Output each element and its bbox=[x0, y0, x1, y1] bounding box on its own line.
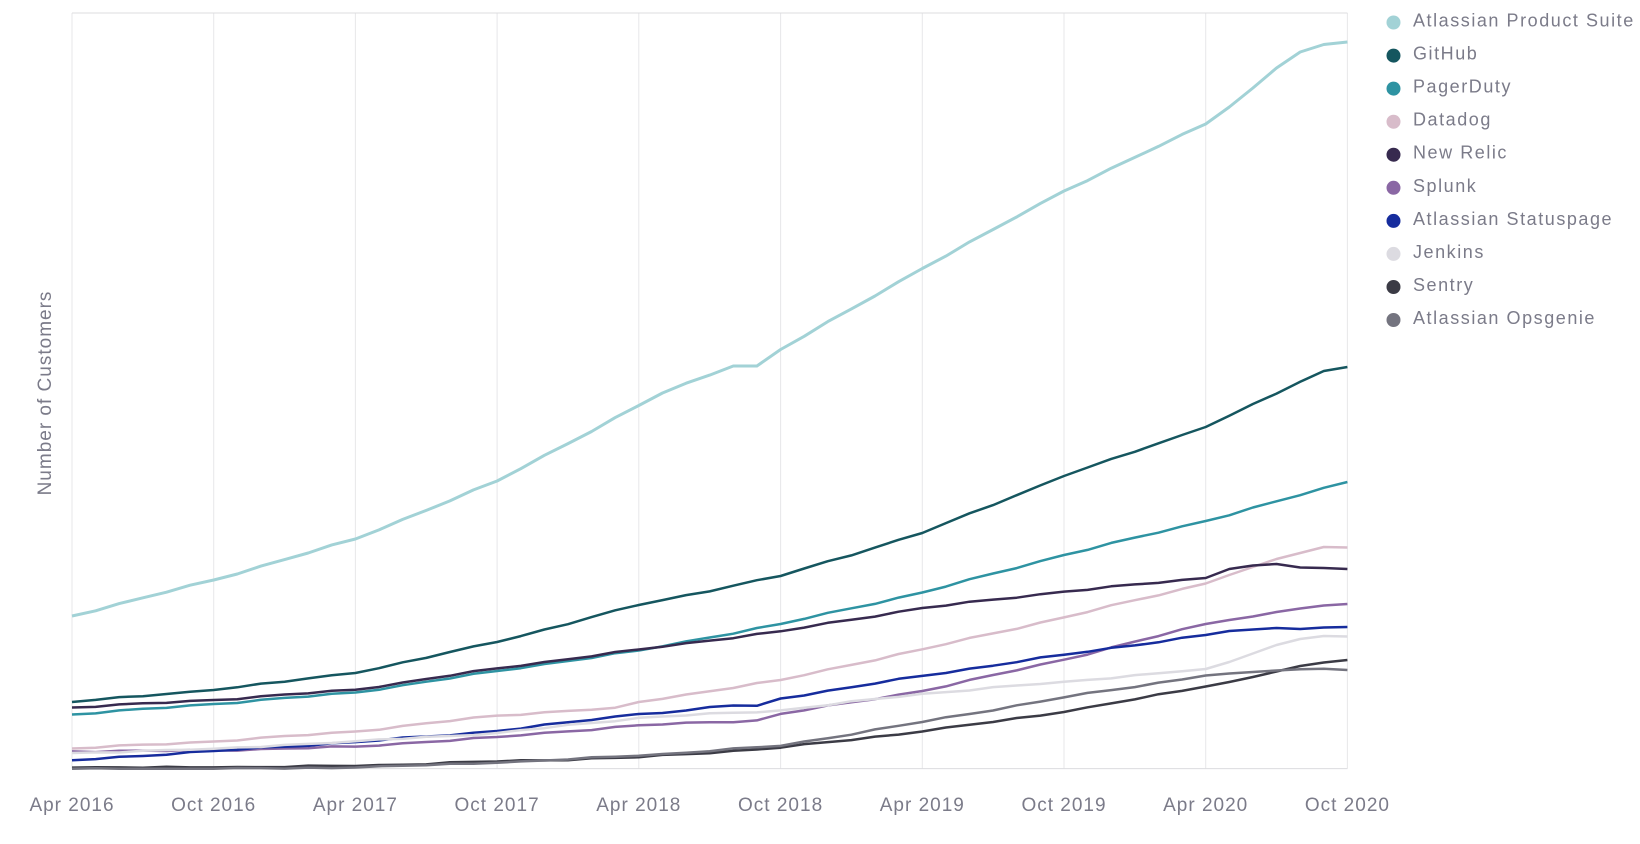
svg-text:PagerDuty: PagerDuty bbox=[1413, 77, 1512, 97]
svg-text:Atlassian Statuspage: Atlassian Statuspage bbox=[1413, 209, 1613, 229]
svg-text:Apr 2017: Apr 2017 bbox=[313, 795, 398, 816]
svg-text:Datadog: Datadog bbox=[1413, 110, 1492, 130]
svg-text:Oct 2018: Oct 2018 bbox=[738, 795, 823, 816]
svg-text:Oct 2016: Oct 2016 bbox=[171, 795, 256, 816]
svg-text:Oct 2020: Oct 2020 bbox=[1305, 795, 1390, 816]
svg-text:Number of Customers: Number of Customers bbox=[35, 291, 56, 496]
svg-text:Splunk: Splunk bbox=[1413, 176, 1477, 196]
svg-text:GitHub: GitHub bbox=[1413, 44, 1478, 64]
svg-text:Jenkins: Jenkins bbox=[1413, 242, 1485, 262]
svg-text:Atlassian Product Suite: Atlassian Product Suite bbox=[1413, 11, 1635, 31]
svg-text:Apr 2020: Apr 2020 bbox=[1163, 795, 1248, 816]
svg-text:Sentry: Sentry bbox=[1413, 275, 1474, 295]
svg-text:Oct 2019: Oct 2019 bbox=[1021, 795, 1106, 816]
svg-text:Apr 2018: Apr 2018 bbox=[596, 795, 681, 816]
svg-text:Oct 2017: Oct 2017 bbox=[455, 795, 540, 816]
svg-text:New Relic: New Relic bbox=[1413, 143, 1508, 163]
svg-text:Apr 2019: Apr 2019 bbox=[880, 795, 965, 816]
svg-text:Atlassian Opsgenie: Atlassian Opsgenie bbox=[1413, 308, 1596, 328]
svg-text:Apr 2016: Apr 2016 bbox=[29, 795, 114, 816]
